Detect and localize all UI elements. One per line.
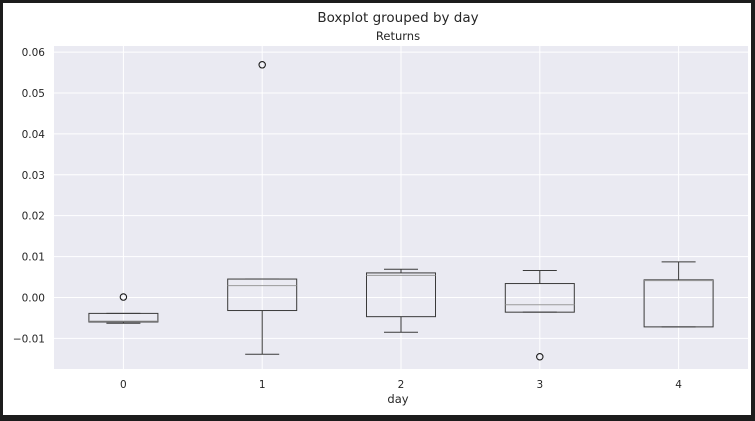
box-group-0	[88, 293, 159, 324]
y-tick-label: −0.01	[13, 333, 45, 345]
boxplot-chart: Boxplot grouped by day Returns −0.01 0.00…	[13, 10, 748, 406]
box-body	[643, 279, 714, 328]
y-tick-label: 0.01	[22, 252, 45, 264]
box-body	[227, 278, 298, 312]
figure: Boxplot grouped by day Returns −0.01 0.00…	[3, 3, 751, 415]
boxes	[88, 61, 714, 361]
y-tick-label: 0.05	[22, 88, 45, 100]
box-group-1	[227, 61, 298, 355]
box-body	[366, 272, 436, 318]
chart-subtitle: Returns	[376, 29, 420, 43]
outlier-point	[258, 61, 266, 69]
y-tick-label: 0.02	[22, 211, 45, 223]
x-tick-label: 4	[675, 379, 682, 391]
x-axis-label: day	[387, 392, 408, 406]
y-tick-label: 0.00	[22, 292, 45, 304]
y-tick-labels: −0.01 0.00 0.01 0.02 0.03 0.04 0.05 0.06	[13, 47, 45, 345]
box-group-3	[504, 269, 575, 361]
x-tick-label: 1	[259, 379, 266, 391]
y-tick-label: 0.04	[22, 129, 46, 141]
outlier-point	[536, 352, 544, 361]
x-tick-label: 0	[120, 379, 127, 391]
y-tick-label: 0.03	[22, 170, 45, 182]
box-group-2	[366, 268, 436, 333]
box-body	[88, 312, 159, 323]
chart-title: Boxplot grouped by day	[317, 10, 478, 26]
y-tick-label: 0.06	[22, 47, 46, 59]
x-tick-labels: 0 1 2 3 4	[120, 379, 682, 391]
x-tick-label: 2	[398, 379, 405, 391]
box-body	[504, 283, 575, 313]
x-tick-label: 3	[536, 379, 543, 391]
box-group-4	[643, 261, 714, 328]
outlier-point	[119, 293, 128, 301]
